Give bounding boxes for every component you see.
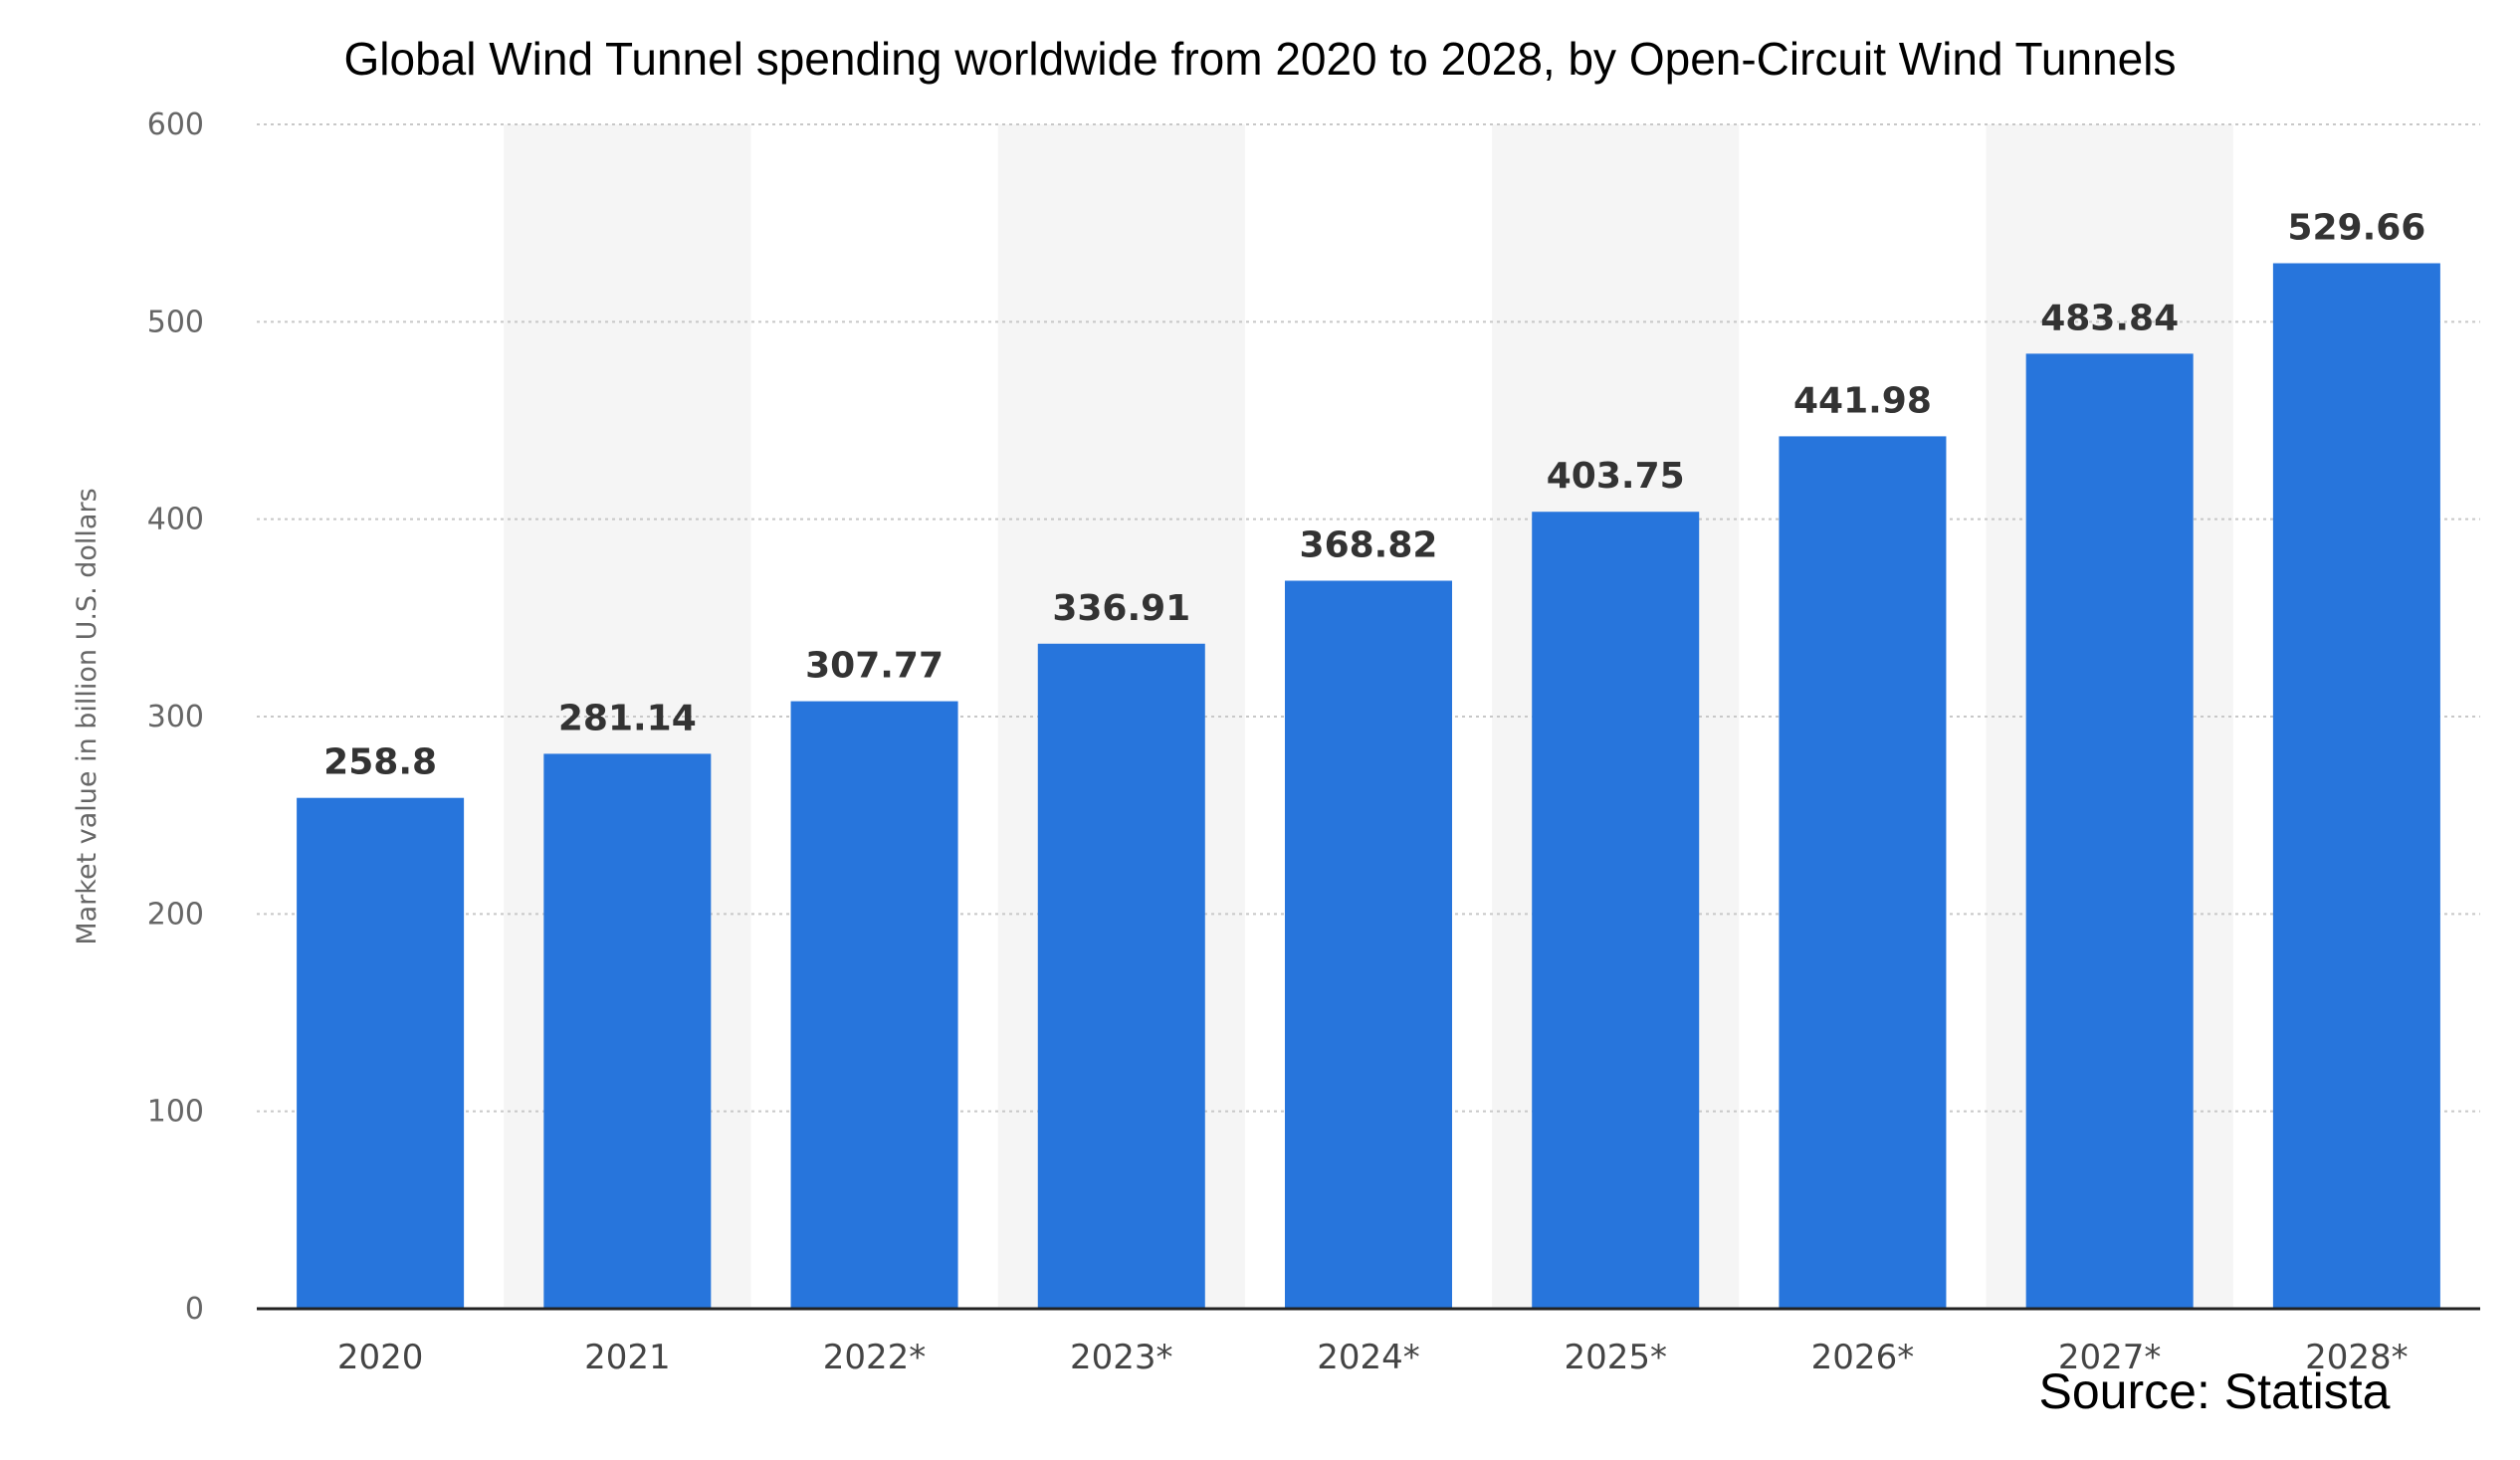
y-tick-label: 0 (185, 1292, 204, 1327)
data-label: 441.98 (1793, 380, 1932, 421)
bar (2025, 353, 2194, 1309)
x-tick-labels: 2020 2021 2022* 2023* 2024* 2025* 2026* 2027* 20… (337, 1338, 2409, 1377)
y-tick-label: 500 (147, 305, 204, 339)
data-label: 336.91 (1052, 588, 1190, 629)
x-tick-label: 2025* (1564, 1338, 1667, 1377)
bar (297, 797, 465, 1309)
bar (543, 753, 712, 1309)
bar (790, 701, 958, 1309)
data-label: 403.75 (1547, 456, 1685, 497)
bar (1285, 580, 1452, 1309)
y-tick-labels: 0 100 200 300 400 500 600 (147, 107, 204, 1327)
bars (297, 263, 2440, 1309)
data-label: 368.82 (1300, 525, 1438, 566)
y-tick-label: 100 (147, 1095, 204, 1130)
y-tick-label: 600 (147, 107, 204, 142)
bar (2272, 263, 2440, 1309)
x-tick-label: 2023* (1070, 1338, 1173, 1377)
y-tick-label: 200 (147, 897, 204, 932)
x-tick-label: 2021 (584, 1338, 671, 1377)
data-label: 307.77 (805, 646, 944, 687)
y-tick-label: 300 (147, 700, 204, 734)
x-tick-label: 2026* (1811, 1338, 1915, 1377)
x-tick-label: 2027* (2058, 1338, 2162, 1377)
bar (1779, 436, 1947, 1309)
data-label: 281.14 (558, 698, 697, 738)
x-tick-label: 2024* (1317, 1338, 1420, 1377)
data-label: 258.8 (323, 742, 437, 783)
y-tick-label: 400 (147, 503, 204, 537)
data-label: 483.84 (2040, 298, 2179, 338)
x-tick-label: 2020 (337, 1338, 424, 1377)
chart-title: Global Wind Tunnel spending worldwide fr… (344, 33, 2177, 85)
x-tick-label: 2028* (2305, 1338, 2409, 1377)
x-tick-label: 2022* (823, 1338, 927, 1377)
data-label: 529.66 (2287, 208, 2425, 249)
data-labels: 258.8 281.14 307.77 336.91 368.82 403.75 441.9… (323, 208, 2425, 783)
bar (1532, 512, 1700, 1309)
source-note: Source: Statista (2039, 1363, 2391, 1419)
bar (1037, 643, 1205, 1309)
y-axis-label: Market value in billion U.S. dollars (72, 488, 103, 944)
